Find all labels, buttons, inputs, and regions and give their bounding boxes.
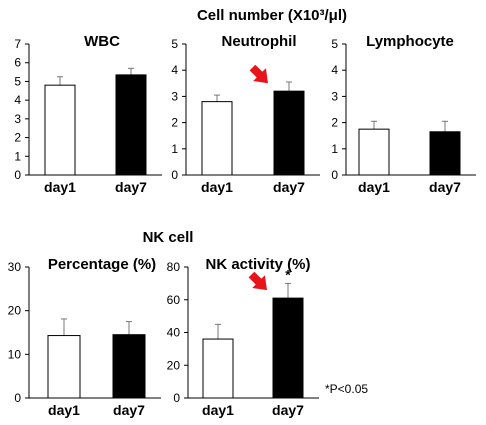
x-tick-label: day7	[113, 402, 145, 418]
significance-star: *	[285, 266, 291, 282]
x-tick-label: day1	[48, 402, 80, 418]
chart-nk-percentage: Percentage (%) 0 10 20 30 day1 day7	[8, 256, 161, 418]
x-tick-label: day7	[273, 179, 305, 195]
x-tick-label: day1	[44, 179, 76, 195]
y-tick-label: 40	[167, 326, 181, 340]
y-tick-label: 60	[167, 293, 181, 307]
x-tick-label: day7	[115, 179, 147, 195]
y-tick-label: 0	[171, 168, 178, 182]
bar-day7	[115, 74, 147, 176]
chart-title: Percentage (%)	[48, 256, 156, 273]
y-tick-label: 20	[8, 304, 22, 318]
footnote: *P<0.05	[325, 382, 368, 396]
y-tick-label: 2	[331, 116, 338, 130]
y-tick-label: 80	[167, 260, 181, 274]
bar-day1	[201, 101, 233, 176]
y-tick-label: 0	[331, 168, 338, 182]
y-tick-label: 2	[171, 116, 178, 130]
highlight-arrow	[249, 64, 268, 84]
y-tick-label: 5	[331, 37, 338, 51]
highlight-arrow	[248, 271, 267, 291]
chart-lymphocyte: Lymphocyte 0 1 2 3 4 5 day1 day7	[331, 33, 476, 195]
chart-neutrophil: Neutrophil 0 1 2 3 4 5 day1 day7	[171, 33, 320, 195]
bar-day7	[429, 131, 461, 176]
y-tick-label: 30	[8, 260, 22, 274]
chart-title: WBC	[84, 33, 120, 50]
figure-title: Cell number (X10³/μl)	[197, 7, 347, 24]
y-tick-label: 4	[331, 63, 338, 77]
y-tick-label: 3	[171, 89, 178, 103]
x-tick-label: day1	[202, 402, 234, 418]
chart-title: Neutrophil	[222, 33, 297, 50]
chart-title: Lymphocyte	[366, 33, 454, 50]
x-tick-label: day1	[358, 179, 390, 195]
bar-day1	[358, 128, 390, 176]
y-tick-label: 3	[331, 89, 338, 103]
y-tick-label: 0	[14, 391, 21, 405]
bar-day7	[112, 334, 146, 399]
y-tick-label: 0	[173, 391, 180, 405]
y-tick-label: 0	[14, 168, 21, 182]
y-tick-label: 4	[171, 63, 178, 77]
bar-day1	[47, 335, 81, 399]
bar-day1	[44, 84, 76, 176]
y-tick-label: 1	[171, 142, 178, 156]
x-tick-label: day7	[429, 179, 461, 195]
chart-title: NK activity (%)	[205, 256, 310, 273]
bar-day1	[202, 338, 234, 399]
y-tick-label: 2	[14, 131, 21, 145]
chart-wbc: WBC 0 1 2 3 4 5 6 7 day1 day7	[14, 33, 162, 195]
y-tick-label: 3	[14, 112, 21, 126]
y-tick-label: 1	[14, 149, 21, 163]
y-tick-label: 7	[14, 37, 21, 51]
x-tick-label: day1	[201, 179, 233, 195]
y-tick-label: 20	[167, 358, 181, 372]
bar-day7	[272, 297, 304, 399]
x-tick-label: day7	[272, 402, 304, 418]
chart-panels: WBC 0 1 2 3 4 5 6 7 day1 day7 Neutrophil 0 1 2 3 4 5 day1 d…	[8, 33, 476, 418]
y-tick-label: 4	[14, 93, 21, 107]
y-tick-label: 5	[14, 74, 21, 88]
y-tick-label: 10	[8, 347, 22, 361]
chart-nk-activity: NK activity (%) 0 20 40 60 80 day1 day7 *	[167, 256, 319, 418]
y-tick-label: 5	[171, 37, 178, 51]
bar-day7	[273, 90, 305, 176]
nk-section-title: NK cell	[143, 229, 194, 246]
y-tick-label: 6	[14, 56, 21, 70]
y-tick-label: 1	[331, 142, 338, 156]
